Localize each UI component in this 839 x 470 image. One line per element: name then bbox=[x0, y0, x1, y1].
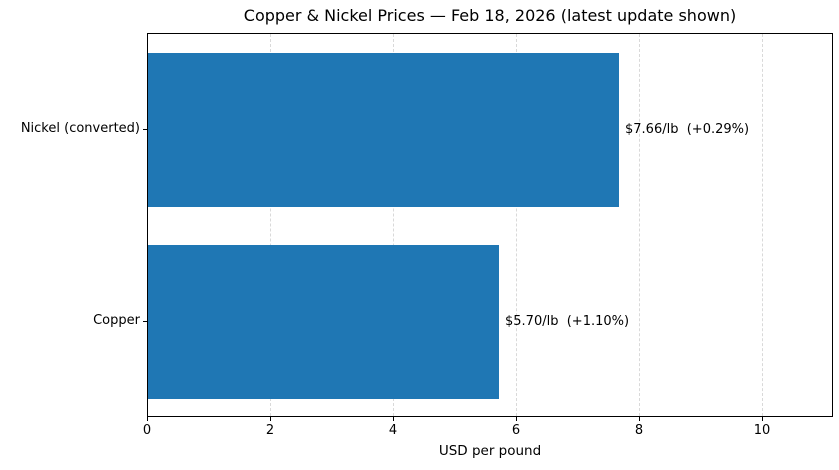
y-tick-label: Copper bbox=[93, 313, 140, 328]
y-tick-mark bbox=[143, 129, 147, 130]
plot-area: $7.66/lb (+0.29%) $5.70/lb (+1.10%) bbox=[147, 33, 833, 417]
x-tick-label: 10 bbox=[753, 423, 771, 438]
gridline-x-2 bbox=[270, 34, 272, 416]
x-tick-mark bbox=[393, 417, 394, 421]
x-axis-label: USD per pound bbox=[438, 443, 542, 459]
x-tick-mark bbox=[270, 417, 271, 421]
x-tick-mark bbox=[147, 417, 148, 421]
x-tick-label: 0 bbox=[142, 423, 152, 438]
bar-value-label: $5.70/lb (+1.10%) bbox=[505, 314, 630, 329]
bar-value-label: $7.66/lb (+0.29%) bbox=[625, 122, 750, 137]
x-tick-label: 4 bbox=[388, 423, 398, 438]
x-tick-mark bbox=[639, 417, 640, 421]
x-tick-mark bbox=[762, 417, 763, 421]
gridline-x-6 bbox=[516, 34, 518, 416]
gridline-x-8 bbox=[639, 34, 641, 416]
bar-copper bbox=[148, 245, 499, 399]
gridline-x-4 bbox=[393, 34, 395, 416]
y-tick-mark bbox=[143, 321, 147, 322]
x-tick-label: 8 bbox=[634, 423, 644, 438]
y-tick-label: Nickel (converted) bbox=[20, 121, 140, 136]
x-tick-mark bbox=[516, 417, 517, 421]
x-tick-label: 2 bbox=[265, 423, 275, 438]
x-tick-label: 6 bbox=[511, 423, 521, 438]
gridline-x-10 bbox=[762, 34, 764, 416]
bar-nickel-converted bbox=[148, 53, 619, 207]
chart-title: Copper & Nickel Prices — Feb 18, 2026 (l… bbox=[243, 6, 737, 25]
